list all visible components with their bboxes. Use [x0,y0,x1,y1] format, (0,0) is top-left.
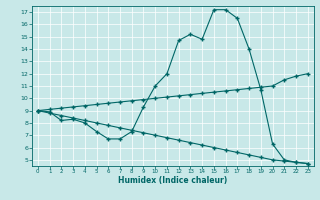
X-axis label: Humidex (Indice chaleur): Humidex (Indice chaleur) [118,176,228,185]
